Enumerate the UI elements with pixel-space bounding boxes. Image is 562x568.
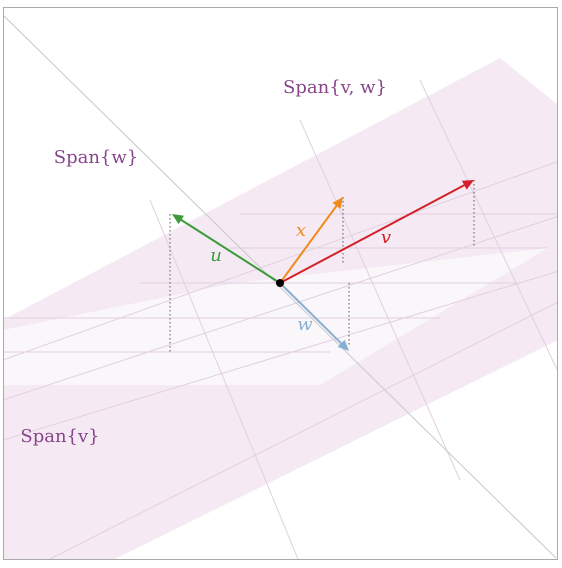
vector-shaft: [279, 183, 467, 284]
vector-head: [332, 197, 343, 209]
planes: [3, 14, 558, 560]
vector-head: [337, 339, 349, 351]
region-label: Span{v, w}: [283, 77, 387, 98]
vector-label: x: [296, 220, 306, 241]
vector-label: w: [297, 314, 313, 335]
drop-lines: [169, 180, 475, 352]
region-label: Span{v}: [20, 426, 99, 447]
origin: [276, 279, 284, 287]
frame: [3, 7, 558, 560]
vector-shaft: [279, 203, 339, 284]
region-label: Span{w}: [54, 147, 139, 168]
vector-head: [461, 180, 474, 190]
vector-head: [172, 214, 184, 225]
vector-shaft: [179, 218, 281, 284]
horizontal-plane: [3, 248, 548, 385]
vector-label: v: [381, 227, 391, 248]
plane-grid: [3, 79, 558, 560]
vector-label: u: [210, 245, 222, 266]
vectors: u x v w: [172, 180, 474, 351]
vector-shaft: [279, 282, 344, 346]
